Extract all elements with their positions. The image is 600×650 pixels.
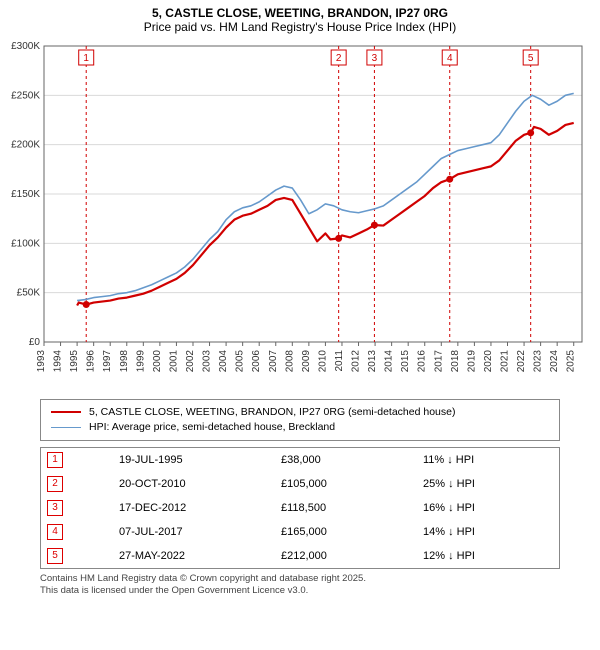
footer-line2: This data is licensed under the Open Gov… bbox=[40, 585, 560, 597]
svg-text:2004: 2004 bbox=[218, 350, 229, 373]
chart-title-line1: 5, CASTLE CLOSE, WEETING, BRANDON, IP27 … bbox=[0, 0, 600, 20]
svg-text:2012: 2012 bbox=[351, 350, 362, 373]
svg-text:1998: 1998 bbox=[119, 350, 130, 373]
svg-text:2014: 2014 bbox=[384, 350, 395, 373]
legend-label: 5, CASTLE CLOSE, WEETING, BRANDON, IP27 … bbox=[89, 406, 455, 418]
table-row: 5 27-MAY-2022£212,00012% ↓ HPI bbox=[41, 544, 559, 568]
svg-text:2019: 2019 bbox=[466, 350, 477, 373]
legend: 5, CASTLE CLOSE, WEETING, BRANDON, IP27 … bbox=[40, 399, 560, 441]
svg-text:2: 2 bbox=[336, 53, 342, 64]
svg-text:£200K: £200K bbox=[11, 140, 40, 151]
svg-text:2017: 2017 bbox=[433, 350, 444, 373]
sale-price: £105,000 bbox=[275, 472, 417, 496]
svg-text:2009: 2009 bbox=[301, 350, 312, 373]
svg-text:2025: 2025 bbox=[566, 350, 577, 373]
sale-marker-icon: 4 bbox=[47, 524, 63, 540]
sale-date: 07-JUL-2017 bbox=[113, 520, 275, 544]
footer-line1: Contains HM Land Registry data © Crown c… bbox=[40, 573, 560, 585]
svg-text:£0: £0 bbox=[29, 337, 41, 348]
sale-diff: 12% ↓ HPI bbox=[417, 544, 559, 568]
svg-text:2016: 2016 bbox=[417, 350, 428, 373]
svg-text:4: 4 bbox=[447, 53, 453, 64]
svg-text:2020: 2020 bbox=[483, 350, 494, 373]
svg-text:2010: 2010 bbox=[317, 350, 328, 373]
sale-marker-icon: 5 bbox=[47, 548, 63, 564]
legend-label: HPI: Average price, semi-detached house,… bbox=[89, 421, 335, 433]
chart-container: £0 £50K £100K £150K £200K £250K £300K 1993 1994 1… bbox=[0, 38, 600, 393]
svg-text:2005: 2005 bbox=[235, 350, 246, 373]
price-chart: £0 £50K £100K £150K £200K £250K £300K 1993 1994 1… bbox=[0, 38, 600, 388]
svg-text:2008: 2008 bbox=[284, 350, 295, 373]
sale-price: £38,000 bbox=[275, 448, 417, 472]
table-row: 1 19-JUL-1995£38,00011% ↓ HPI bbox=[41, 448, 559, 472]
svg-text:2001: 2001 bbox=[168, 350, 179, 373]
legend-item: 5, CASTLE CLOSE, WEETING, BRANDON, IP27 … bbox=[51, 406, 549, 418]
sale-date: 17-DEC-2012 bbox=[113, 496, 275, 520]
legend-swatch bbox=[51, 411, 81, 413]
legend-swatch bbox=[51, 427, 81, 428]
svg-text:£100K: £100K bbox=[11, 238, 40, 249]
table-row: 3 17-DEC-2012£118,50016% ↓ HPI bbox=[41, 496, 559, 520]
sale-price: £212,000 bbox=[275, 544, 417, 568]
table-row: 2 20-OCT-2010£105,00025% ↓ HPI bbox=[41, 472, 559, 496]
footer-attribution: Contains HM Land Registry data © Crown c… bbox=[40, 573, 560, 598]
table-row: 4 07-JUL-2017£165,00014% ↓ HPI bbox=[41, 520, 559, 544]
sale-diff: 25% ↓ HPI bbox=[417, 472, 559, 496]
sale-date: 20-OCT-2010 bbox=[113, 472, 275, 496]
svg-text:2002: 2002 bbox=[185, 350, 196, 373]
svg-text:3: 3 bbox=[372, 53, 378, 64]
svg-text:1999: 1999 bbox=[135, 350, 146, 373]
svg-text:2013: 2013 bbox=[367, 350, 378, 373]
sale-diff: 14% ↓ HPI bbox=[417, 520, 559, 544]
svg-text:2003: 2003 bbox=[202, 350, 213, 373]
svg-text:£150K: £150K bbox=[11, 189, 40, 200]
sale-price: £165,000 bbox=[275, 520, 417, 544]
svg-text:2011: 2011 bbox=[334, 350, 345, 372]
legend-item: HPI: Average price, semi-detached house,… bbox=[51, 421, 549, 433]
sale-marker-icon: 1 bbox=[47, 452, 63, 468]
sale-marker-icon: 3 bbox=[47, 500, 63, 516]
svg-text:2023: 2023 bbox=[533, 350, 544, 373]
svg-text:2015: 2015 bbox=[400, 350, 411, 373]
svg-text:1996: 1996 bbox=[86, 350, 97, 373]
svg-text:2024: 2024 bbox=[549, 350, 560, 373]
svg-text:2018: 2018 bbox=[450, 350, 461, 373]
svg-text:5: 5 bbox=[528, 53, 534, 64]
svg-text:2000: 2000 bbox=[152, 350, 163, 373]
svg-text:£300K: £300K bbox=[11, 41, 40, 52]
sale-diff: 11% ↓ HPI bbox=[417, 448, 559, 472]
svg-text:1993: 1993 bbox=[36, 350, 47, 373]
sales-table: 1 19-JUL-1995£38,00011% ↓ HPI 2 20-OCT-2010… bbox=[40, 447, 560, 569]
sale-marker-icon: 2 bbox=[47, 476, 63, 492]
svg-text:1997: 1997 bbox=[102, 350, 113, 373]
svg-text:1994: 1994 bbox=[53, 350, 64, 373]
sale-price: £118,500 bbox=[275, 496, 417, 520]
svg-text:2006: 2006 bbox=[251, 350, 262, 373]
chart-title-line2: Price paid vs. HM Land Registry's House … bbox=[0, 20, 600, 38]
svg-text:1995: 1995 bbox=[69, 350, 80, 373]
sale-date: 27-MAY-2022 bbox=[113, 544, 275, 568]
svg-text:2007: 2007 bbox=[268, 350, 279, 373]
svg-text:£250K: £250K bbox=[11, 90, 40, 101]
svg-text:£50K: £50K bbox=[17, 288, 41, 299]
svg-text:2021: 2021 bbox=[500, 350, 511, 373]
sale-diff: 16% ↓ HPI bbox=[417, 496, 559, 520]
svg-text:1: 1 bbox=[83, 53, 89, 64]
sale-date: 19-JUL-1995 bbox=[113, 448, 275, 472]
svg-text:2022: 2022 bbox=[516, 350, 527, 373]
